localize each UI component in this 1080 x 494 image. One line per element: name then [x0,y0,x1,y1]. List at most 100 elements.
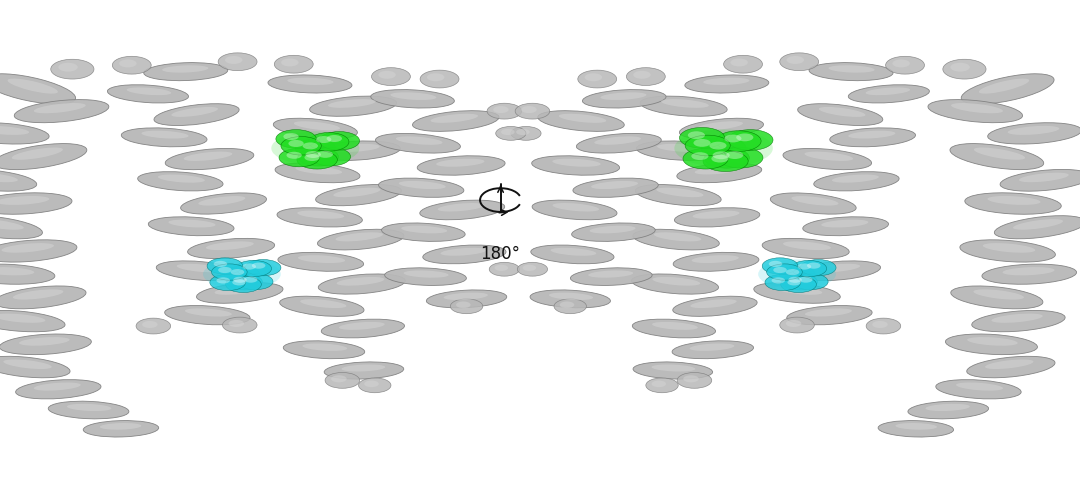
Ellipse shape [813,172,900,191]
Ellipse shape [0,144,86,169]
Circle shape [281,58,298,67]
Circle shape [892,59,910,68]
Circle shape [143,321,158,328]
Circle shape [216,277,230,284]
Ellipse shape [280,296,364,316]
Circle shape [372,68,410,85]
Circle shape [320,131,360,150]
Ellipse shape [633,362,713,379]
Ellipse shape [848,131,895,138]
Ellipse shape [978,79,1029,94]
Circle shape [364,380,379,387]
Ellipse shape [318,229,404,250]
Ellipse shape [12,148,63,160]
Ellipse shape [413,111,499,131]
Ellipse shape [571,223,656,242]
Ellipse shape [674,208,760,227]
Ellipse shape [633,229,719,250]
Circle shape [718,147,762,168]
Ellipse shape [49,401,129,419]
Ellipse shape [315,185,402,206]
Ellipse shape [786,306,873,325]
Circle shape [765,274,800,290]
Ellipse shape [685,75,769,93]
Circle shape [782,274,818,290]
Ellipse shape [832,174,879,183]
Ellipse shape [0,196,50,205]
Ellipse shape [697,122,743,130]
Ellipse shape [0,219,24,230]
Circle shape [704,148,750,168]
Ellipse shape [0,264,55,284]
Circle shape [58,63,78,72]
Ellipse shape [961,74,1054,104]
Ellipse shape [805,308,852,317]
Circle shape [701,138,746,159]
Ellipse shape [319,274,405,294]
Ellipse shape [278,252,364,271]
Ellipse shape [532,200,617,220]
Ellipse shape [691,255,739,263]
Ellipse shape [339,322,384,330]
Circle shape [688,131,705,139]
Ellipse shape [337,277,384,286]
Ellipse shape [332,144,380,152]
Ellipse shape [762,239,849,258]
Ellipse shape [381,223,465,242]
Ellipse shape [126,87,172,95]
Ellipse shape [107,85,189,103]
Ellipse shape [960,240,1055,262]
Ellipse shape [661,99,708,108]
Circle shape [243,263,256,270]
Ellipse shape [531,156,620,175]
Circle shape [950,63,970,72]
Circle shape [450,299,483,314]
Ellipse shape [908,401,988,419]
Circle shape [683,148,728,169]
Ellipse shape [935,380,1022,399]
Circle shape [245,259,281,276]
Ellipse shape [321,319,405,338]
Ellipse shape [582,89,666,108]
Ellipse shape [164,306,251,325]
Circle shape [554,299,586,314]
Circle shape [495,265,508,271]
Ellipse shape [294,122,340,130]
Ellipse shape [177,264,224,272]
Ellipse shape [273,118,357,139]
Ellipse shape [0,286,86,309]
Circle shape [310,147,351,166]
Ellipse shape [203,259,281,289]
Ellipse shape [376,133,460,153]
Ellipse shape [783,242,831,250]
Ellipse shape [792,196,838,206]
Text: 180°: 180° [481,245,521,262]
Circle shape [726,151,743,159]
Ellipse shape [549,292,593,300]
Ellipse shape [651,365,696,371]
Ellipse shape [144,63,228,81]
Circle shape [685,135,730,156]
Circle shape [725,134,742,142]
Ellipse shape [396,136,443,145]
Ellipse shape [83,420,159,437]
Ellipse shape [197,283,283,303]
Circle shape [943,59,986,79]
Circle shape [298,148,338,166]
Ellipse shape [974,148,1025,160]
Ellipse shape [276,208,363,227]
Ellipse shape [530,290,610,308]
Circle shape [235,260,271,277]
Ellipse shape [13,289,64,299]
Ellipse shape [973,289,1024,299]
Ellipse shape [3,360,52,369]
Ellipse shape [431,114,478,123]
Ellipse shape [653,232,701,242]
Ellipse shape [572,178,659,197]
Ellipse shape [926,404,970,411]
Ellipse shape [538,111,624,131]
Circle shape [218,53,257,71]
Circle shape [233,277,246,283]
Ellipse shape [384,268,467,286]
Ellipse shape [652,277,700,286]
